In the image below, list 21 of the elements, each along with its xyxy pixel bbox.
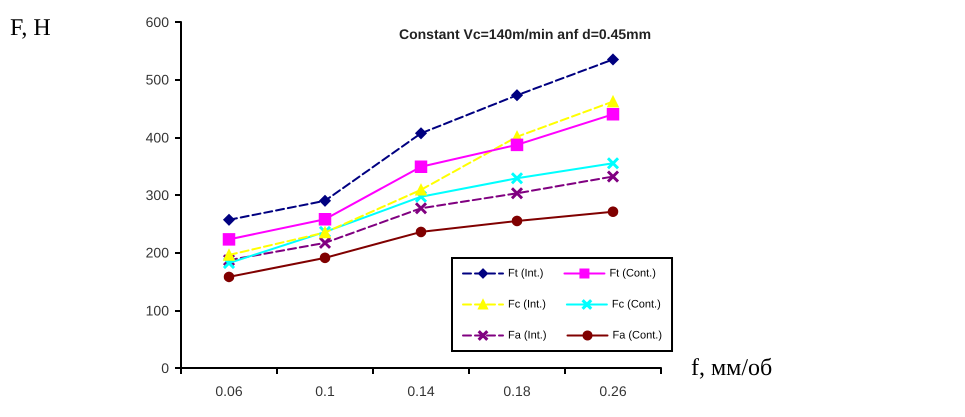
legend-label: Fa (Int.) xyxy=(508,330,547,342)
y-tick-label: 0 xyxy=(161,360,170,376)
legend-label: Fc (Int.) xyxy=(508,298,546,310)
x-axis-title: f, мм/об xyxy=(691,355,772,381)
x-tick-label: 0.06 xyxy=(215,383,243,399)
y-tick-label: 100 xyxy=(146,302,170,318)
y-tick-label: 400 xyxy=(146,129,170,146)
legend-label: Ft (Cont.) xyxy=(609,268,656,280)
x-tick-label: 0.18 xyxy=(503,383,531,399)
y-tick-label: 600 xyxy=(146,14,170,30)
legend-label: Ft (Int.) xyxy=(508,268,544,280)
y-tick-label: 200 xyxy=(146,244,170,261)
chart-title: Constant Vc=140m/min anf d=0.45mm xyxy=(398,26,652,42)
legend-label: Fc (Cont.) xyxy=(612,298,661,310)
x-tick-label: 0.14 xyxy=(407,383,435,399)
x-tick-label: 0.1 xyxy=(315,383,335,399)
y-tick-label: 500 xyxy=(146,72,170,88)
legend-label: Fa (Cont.) xyxy=(612,330,662,342)
x-tick-label: 0.26 xyxy=(599,383,627,399)
y-axis-title: F, H xyxy=(10,15,51,41)
y-tick-label: 300 xyxy=(146,187,170,203)
